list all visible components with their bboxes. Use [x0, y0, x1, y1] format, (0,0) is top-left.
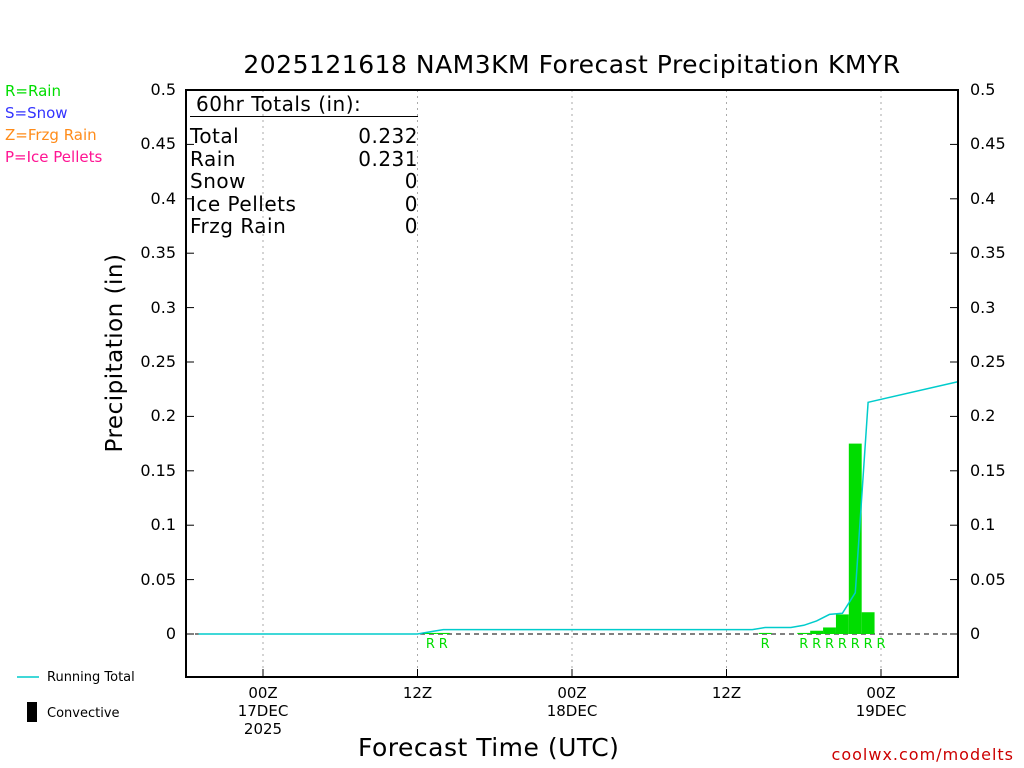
x-tick-label: 19DEC	[855, 702, 907, 720]
y-tick-label-right: 0.5	[970, 80, 996, 99]
y-axis-label: Precipitation (in)	[102, 253, 128, 453]
precip-bar	[810, 630, 824, 634]
x-tick-label: 18DEC	[546, 702, 598, 720]
totals-label-total: Total	[190, 124, 240, 148]
y-tick-label-left: 0.45	[140, 134, 176, 154]
gridlines	[262, 90, 882, 677]
ptype-mark: R	[825, 637, 834, 652]
y-tick-label-left: 0.5	[150, 80, 176, 99]
ptype-mark: R	[761, 637, 770, 652]
y-tick-label-left: 0.2	[150, 406, 176, 426]
y-tick-label-left: 0.3	[150, 297, 176, 317]
y-tick-label-right: 0.2	[970, 406, 996, 426]
x-tick-label: 00Z	[248, 684, 278, 702]
totals-label-frzg-rain: Frzg Rain	[190, 214, 287, 238]
totals-value-snow: 0	[404, 169, 418, 193]
y-tick-label-left: 0.05	[140, 569, 176, 589]
y-ticks	[186, 89, 958, 635]
ptype-mark: R	[851, 637, 860, 652]
ptype-mark: R	[799, 637, 808, 652]
totals-label-snow: Snow	[190, 169, 246, 193]
precip-bar	[861, 612, 875, 634]
x-tick-label: 00Z	[866, 684, 896, 702]
y-tick-label-left: 0.1	[150, 515, 176, 535]
x-tick-label: 12Z	[402, 684, 433, 702]
y-tick-label-right: 0.15	[970, 460, 1006, 480]
precip-bar	[436, 632, 450, 634]
x-tick-label: 2025	[243, 720, 283, 738]
convective-legend-label: Convective	[47, 706, 120, 721]
watermark: coolwx.com/modelts	[831, 745, 1014, 764]
y-tick-label-left: 0.25	[140, 352, 176, 371]
x-ticks	[262, 669, 882, 677]
ptype-mark: R	[864, 637, 873, 652]
y-tick-label-left: 0.35	[140, 243, 176, 263]
x-tick-label: 00Z	[557, 684, 587, 702]
ptype-mark: R	[439, 637, 448, 652]
x-tick-label: 17DEC	[237, 702, 289, 720]
legend-ice-pellets: P=Ice Pellets	[5, 148, 103, 166]
convective-legend-swatch	[27, 702, 37, 722]
legend-snow: S=Snow	[5, 104, 68, 122]
y-tick-label-left: 0.4	[150, 188, 176, 208]
y-tick-label-left: 0.15	[140, 460, 176, 480]
totals-header: 60hr Totals (in):	[196, 92, 362, 116]
y-tick-label-right: 0.4	[970, 188, 996, 208]
legend-rain: R=Rain	[5, 82, 61, 100]
running-total-legend-swatch	[17, 676, 39, 678]
totals-value-ice-pellets: 0	[404, 192, 418, 216]
y-tick-label-right: 0.3	[970, 297, 996, 317]
y-tick-label-right: 0	[970, 624, 981, 643]
precip-bar	[797, 632, 811, 634]
precip-bar	[423, 632, 437, 634]
running-total-line	[198, 380, 959, 635]
ptype-mark: R	[426, 637, 435, 652]
precip-bar	[823, 627, 836, 634]
running-total-legend-label: Running Total	[47, 670, 135, 685]
bars	[423, 443, 875, 634]
totals-label-ice-pellets: Ice Pellets	[190, 192, 297, 216]
totals-box: 60hr Totals (in): Total 0.232 Rain 0.231…	[190, 92, 420, 238]
y-tick-label-right: 0.45	[970, 134, 1006, 154]
ptype-mark: R	[838, 637, 847, 652]
x-axis-label: Forecast Time (UTC)	[358, 733, 620, 762]
precip-bar	[848, 443, 862, 634]
totals-value-rain: 0.231	[358, 147, 418, 171]
ptype-mark: R	[876, 637, 885, 652]
y-tick-label-right: 0.35	[970, 243, 1006, 263]
totals-value-frzg-rain: 0	[404, 214, 418, 238]
y-tick-label-right: 0.25	[970, 352, 1006, 371]
legend-frzg-rain: Z=Frzg Rain	[5, 126, 97, 144]
x-tick-label: 12Z	[711, 684, 742, 702]
totals-value-total: 0.232	[358, 124, 418, 148]
chart-title: 2025121618 NAM3KM Forecast Precipitation…	[243, 50, 901, 79]
y-tick-label-left: 0	[165, 624, 176, 643]
y-tick-label-right: 0.05	[970, 569, 1006, 589]
totals-divider	[190, 116, 418, 117]
totals-label-rain: Rain	[190, 147, 236, 171]
precip-bar	[758, 632, 772, 634]
ptype-mark: R	[812, 637, 821, 652]
precip-bar	[835, 614, 849, 634]
y-tick-label-right: 0.1	[970, 515, 996, 535]
